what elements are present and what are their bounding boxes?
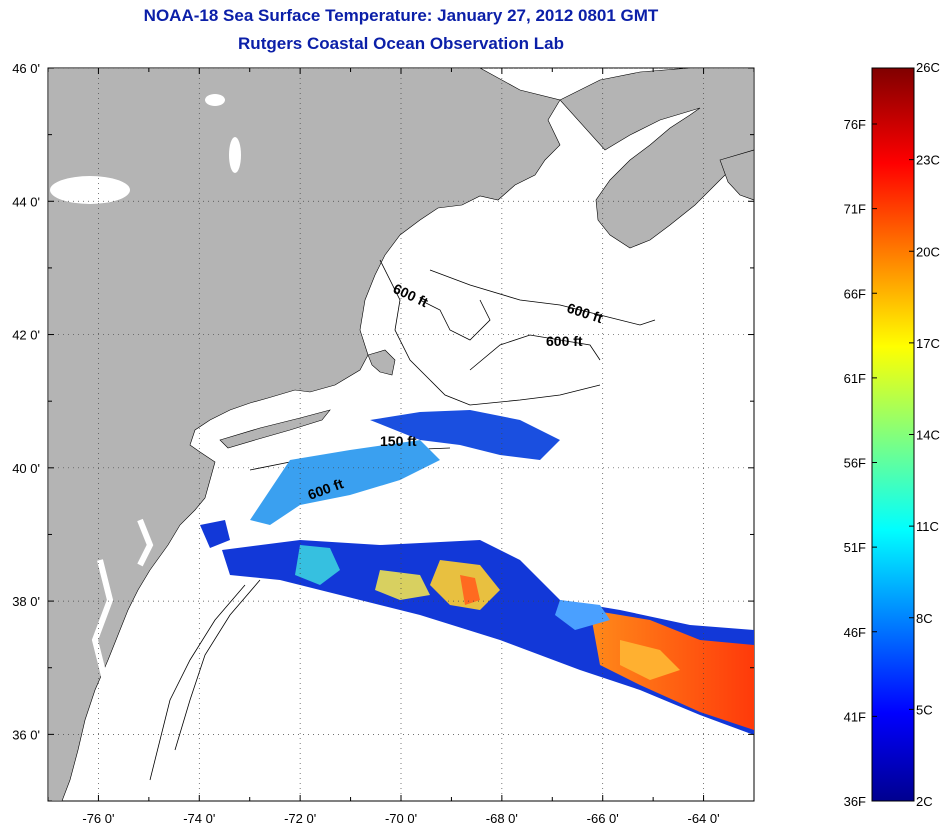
grid-lines: [48, 68, 754, 801]
contour-label: 600 ft: [565, 300, 605, 327]
chesapeake-bay: [86, 559, 114, 761]
celsius-label: 14C: [916, 428, 940, 443]
fahrenheit-label: 56F: [844, 456, 866, 471]
land-nova-scotia: [559, 68, 754, 249]
celsius-label: 20C: [916, 244, 940, 259]
land-cape-cod: [367, 349, 396, 376]
land-new-england: [48, 68, 561, 801]
delaware-bay: [137, 518, 154, 567]
map-subtitle: Rutgers Coastal Ocean Observation Lab: [238, 34, 564, 53]
lon-tick-label: -74 0': [183, 811, 215, 826]
lat-tick-label: 38 0': [12, 594, 40, 609]
lon-tick-label: -70 0': [385, 811, 417, 826]
fahrenheit-label: 71F: [844, 202, 866, 217]
celsius-label: 5C: [916, 702, 933, 717]
contour-label: 600 ft: [391, 280, 431, 310]
depth-contours: [149, 259, 656, 781]
lat-tick-label: 42 0': [12, 328, 40, 343]
colorbar: [871, 67, 915, 802]
contour-labels: 600 ft 600 ft 600 ft 150 ft 600 ft: [306, 280, 606, 503]
lake: [50, 176, 130, 204]
lon-tick-label: -68 0': [486, 811, 518, 826]
land-long-island: [219, 409, 331, 449]
fahrenheit-label: 46F: [844, 625, 866, 640]
fahrenheit-label: 61F: [844, 371, 866, 386]
sst-swath: [200, 410, 754, 735]
fahrenheit-label: 41F: [844, 709, 866, 724]
lon-tick-label: -76 0': [82, 811, 114, 826]
lat-tick-label: 46 0': [12, 61, 40, 76]
celsius-label: 17C: [916, 336, 940, 351]
land-cape-breton: [719, 149, 754, 201]
lat-tick-label: 40 0': [12, 461, 40, 476]
map-title: NOAA-18 Sea Surface Temperature: January…: [143, 6, 659, 25]
celsius-label: 2C: [916, 794, 933, 809]
celsius-label: 11C: [916, 519, 939, 534]
lat-tick-label: 44 0': [12, 194, 40, 209]
fahrenheit-label: 36F: [844, 794, 866, 809]
colorbar-labels: 26C 23C 20C 17C 14C 11C 8C 5C 2C 76F 71F 66F 61F 56F 5…: [844, 60, 940, 809]
celsius-label: 26C: [916, 60, 940, 75]
fahrenheit-label: 76F: [844, 117, 866, 132]
lon-tick-label: -72 0': [284, 811, 316, 826]
lat-tick-label: 36 0': [12, 727, 40, 742]
contour-label: 600 ft: [546, 333, 583, 349]
lon-tick-label: -64 0': [688, 811, 720, 826]
lake: [205, 94, 225, 106]
celsius-label: 8C: [916, 611, 933, 626]
fahrenheit-label: 66F: [844, 286, 866, 301]
contour-label: 600 ft: [306, 475, 346, 503]
celsius-label: 23C: [916, 153, 940, 168]
map-frame: [47, 67, 755, 802]
lake: [229, 137, 241, 173]
contour-label: 150 ft: [380, 433, 417, 449]
lon-tick-label: -66 0': [587, 811, 619, 826]
fahrenheit-label: 51F: [844, 540, 866, 555]
map-axes: -76 0' -74 0' -72 0' -70 0' -68 0' -66 0' -64 …: [12, 61, 755, 826]
